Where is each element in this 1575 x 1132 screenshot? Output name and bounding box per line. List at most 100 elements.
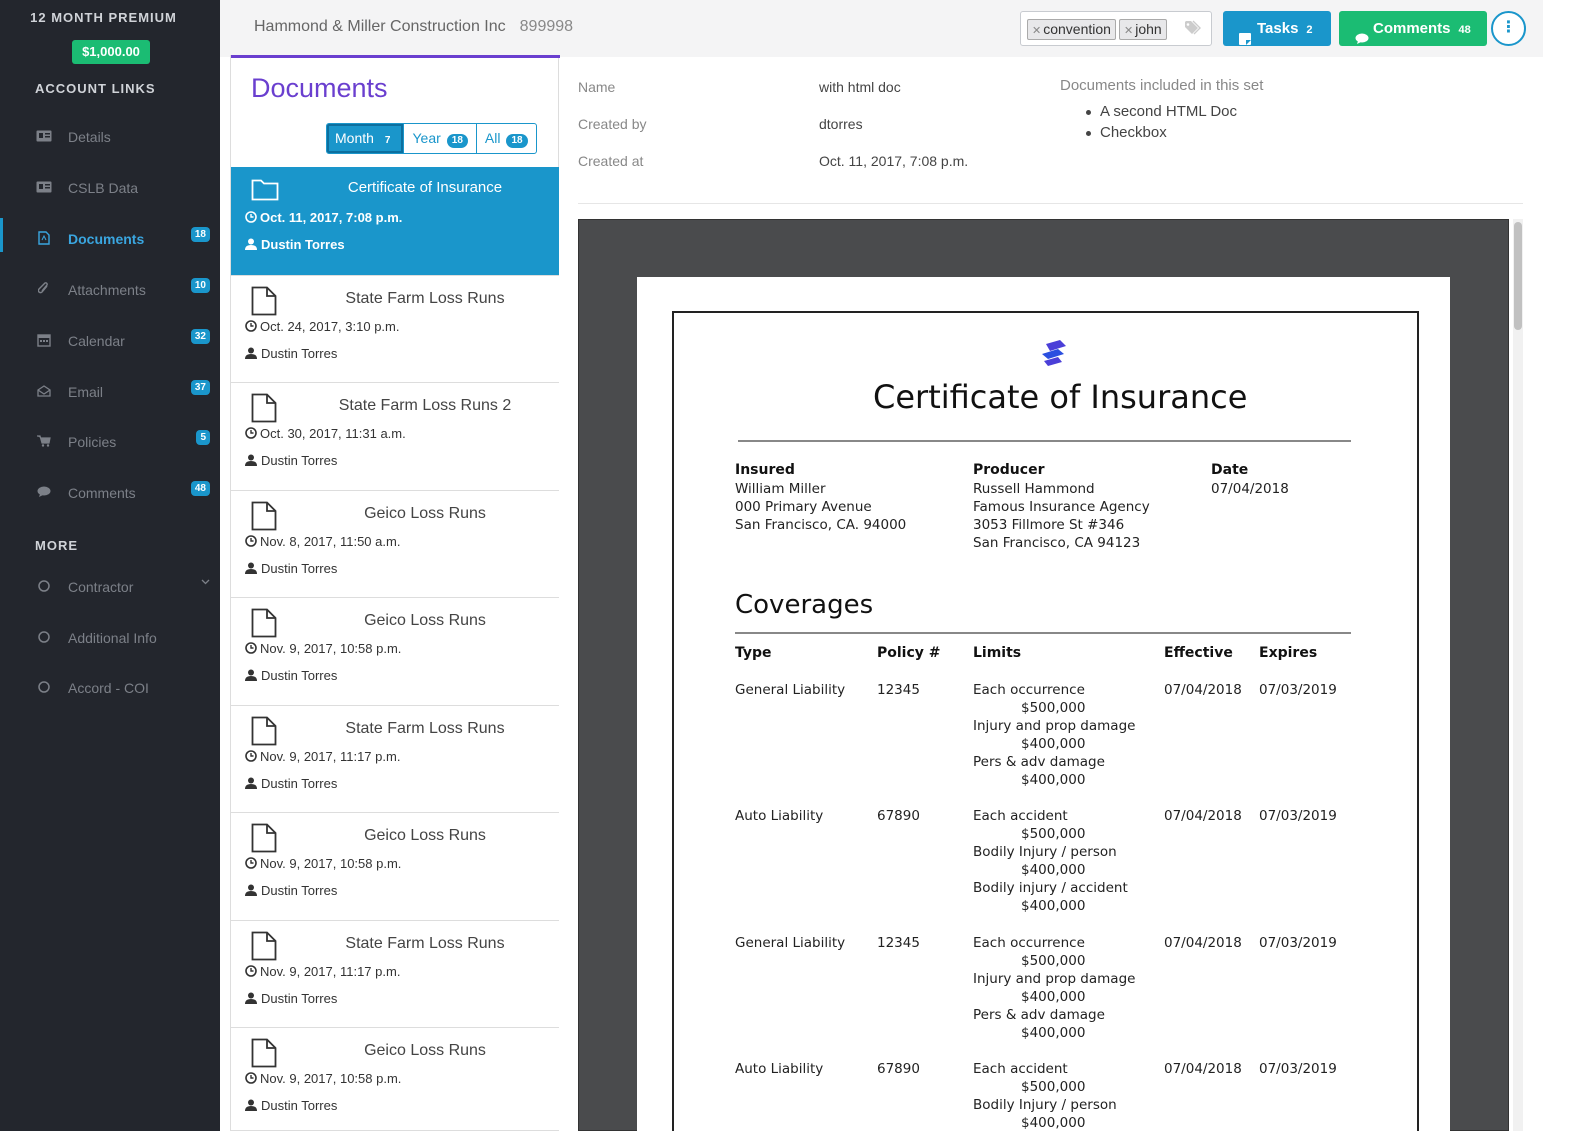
coverages-heading: Coverages [735,590,874,620]
user-icon [245,346,261,361]
sidebar-item-additional-info[interactable]: Additional Info [0,617,220,657]
document-owner: Dustin Torres [245,776,337,791]
certificate-title: Certificate of Insurance [873,378,1248,416]
document-owner: Dustin Torres [245,346,337,361]
file-icon [251,393,277,428]
file-icon [251,286,277,321]
filter-count: 18 [506,134,528,148]
coverage-limit-line: $400,000 [1021,1025,1086,1041]
document-owner-text: Dustin Torres [261,668,338,683]
documents-heading: Documents [251,73,388,103]
document-list-item[interactable]: State Farm Loss Runs Nov. 9, 2017, 11:17 … [231,921,559,1028]
filter-label: All [484,130,501,146]
sidebar-item-cslb-data[interactable]: CSLB Data [0,167,220,207]
sidebar-item-documents[interactable]: Documents 18 [0,218,220,258]
sidebar-item-details[interactable]: Details [0,116,220,156]
insured-label: Insured [735,462,795,478]
coverage-limit-line: Each accident [973,808,1068,824]
scrollbar-thumb[interactable] [1514,222,1522,330]
document-list-item[interactable]: Geico Loss Runs Nov. 9, 2017, 10:58 p.m. D… [231,1028,559,1131]
clock-icon [245,641,260,656]
document-list-item[interactable]: Geico Loss Runs Nov. 9, 2017, 10:58 p.m. D… [231,598,559,706]
producer-block: Russell Hammond Famous Insurance Agency … [973,480,1150,552]
document-list-item[interactable]: Geico Loss Runs Nov. 8, 2017, 11:50 a.m. D… [231,491,559,598]
clock-icon [245,749,260,764]
document-owner-text: Dustin Torres [261,991,338,1006]
sidebar-item-comments[interactable]: Comments 48 [0,472,220,512]
coverage-limits: Each occurrence $500,000 Injury and prop d… [973,934,1135,1042]
count-badge: 18 [190,227,210,242]
document-name: State Farm Loss Runs [345,720,505,737]
coverage-type: General Liability [735,935,846,951]
sidebar-item-policies[interactable]: Policies 5 [0,421,220,461]
column-header: Expires [1259,645,1318,661]
remove-tag-icon[interactable]: ✕ [1032,25,1042,37]
sidebar-item-contractor[interactable]: Contractor [0,566,220,606]
tag-chip[interactable]: ✕ convention [1027,19,1116,40]
sidebar-item-label: Details [68,129,111,145]
coverage-limit-line: Bodily Injury / person [973,1097,1117,1113]
tasks-count: 2 [1306,24,1313,36]
plan-price-badge: $1,000.00 [72,40,150,64]
comments-button[interactable]: Comments 48 [1339,11,1487,46]
date-filter-group: Month 7 Year 18 All 18 [326,123,537,154]
remove-tag-icon[interactable]: ✕ [1124,25,1134,37]
sidebar-item-attachments[interactable]: Attachments 10 [0,269,220,309]
filter-label: Month [335,130,374,146]
document-name: Certificate of Insurance [347,179,503,196]
coverage-expires: 07/03/2019 [1259,935,1337,951]
coverage-limits: Each accident $500,000 Bodily Injury / per… [973,1060,1117,1132]
document-date: Oct. 11, 2017, 7:08 p.m. [245,210,402,225]
column-header: Type [735,645,772,661]
file-icon [251,931,277,966]
more-options-button[interactable]: ⋮ [1491,11,1526,46]
user-icon [245,991,261,1006]
document-date-text: Nov. 8, 2017, 11:50 a.m. [260,534,401,549]
coverage-effective: 07/04/2018 [1164,935,1242,951]
sidebar-item-label: Additional Info [68,630,157,646]
filter-month-button[interactable]: Month 7 [327,124,405,153]
document-owner: Dustin Torres [245,668,337,683]
coverage-policy: 67890 [877,1061,920,1077]
document-owner: Dustin Torres [245,1098,337,1113]
sidebar-item-label: Accord - COI [68,680,149,696]
column-header: Policy # [877,645,941,661]
created-by-label: Created by [578,116,647,132]
filter-all-button[interactable]: All 18 [477,124,536,153]
comments-count: 48 [1458,24,1471,36]
viewer-scrollbar[interactable] [1513,219,1523,1131]
tag-chip[interactable]: ✕ john [1119,19,1167,40]
tasks-button[interactable]: Tasks 2 [1223,11,1331,46]
document-owner: Dustin Torres [245,561,337,576]
circle-icon [36,680,52,694]
coverage-limits: Each accident $500,000 Bodily Injury / per… [973,807,1128,915]
coverage-limit-line: $400,000 [1021,898,1086,914]
document-date-text: Nov. 9, 2017, 11:17 p.m. [260,964,401,979]
coverage-type: General Liability [735,682,846,698]
producer-line: San Francisco, CA 94123 [973,535,1141,551]
coverage-limit-line: Bodily injury / accident [973,880,1128,896]
document-owner-text: Dustin Torres [261,346,338,361]
document-list-item[interactable]: State Farm Loss Runs Oct. 24, 2017, 3:10 … [231,276,559,383]
document-list-item[interactable]: Geico Loss Runs Nov. 9, 2017, 10:58 p.m. D… [231,813,559,921]
sidebar-item-accord-coi[interactable]: Accord - COI [0,667,220,707]
document-list-item[interactable]: State Farm Loss Runs Nov. 9, 2017, 11:17 … [231,706,559,813]
document-page [637,277,1450,1131]
document-list-item[interactable]: State Farm Loss Runs 2 Oct. 30, 2017, 11:… [231,383,559,491]
tag-label: john [1135,21,1162,37]
sidebar-item-email[interactable]: Email 37 [0,371,220,411]
document-name: Geico Loss Runs [364,612,486,629]
coverage-expires: 07/03/2019 [1259,808,1337,824]
file-icon [251,1038,277,1073]
tasks-icon [1239,23,1251,58]
document-name: State Farm Loss Runs 2 [338,397,512,414]
tag-input[interactable]: ✕ convention ✕ john [1020,11,1212,46]
document-owner-text: Dustin Torres [261,453,338,468]
document-date-text: Nov. 9, 2017, 10:58 p.m. [260,641,402,656]
document-date: Nov. 9, 2017, 11:17 p.m. [245,749,400,764]
document-list-item[interactable]: Certificate of Insurance Oct. 11, 2017, 7… [231,167,559,276]
filter-year-button[interactable]: Year 18 [404,124,477,153]
sidebar-item-calendar[interactable]: Calendar 32 [0,320,220,360]
document-owner-text: Dustin Torres [261,237,345,252]
coverage-limit-line: Each occurrence [973,682,1085,698]
